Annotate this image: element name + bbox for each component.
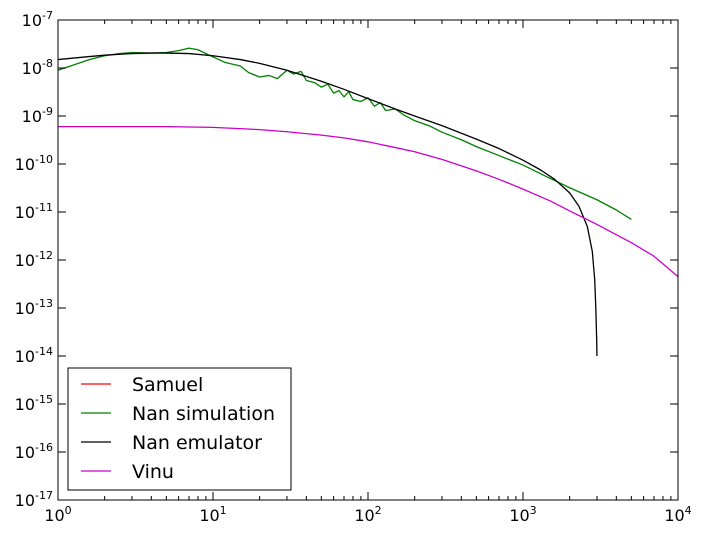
series-line-nan-emulator bbox=[58, 52, 598, 357]
y-tick-exponent: -11 bbox=[35, 201, 53, 214]
y-tick-label: 10-17 bbox=[15, 489, 53, 510]
y-tick-label: 10-7 bbox=[22, 9, 53, 30]
x-tick-exponent: 3 bbox=[530, 504, 537, 517]
x-tick-exponent: 4 bbox=[685, 504, 692, 517]
y-tick-exponent: -9 bbox=[42, 105, 53, 118]
x-tick-label: 101 bbox=[199, 504, 226, 525]
y-tick-label: 10-13 bbox=[15, 297, 53, 318]
y-tick-label: 10-8 bbox=[22, 57, 53, 78]
legend-box bbox=[67, 367, 292, 491]
series-line-vinu bbox=[58, 126, 678, 278]
x-tick-label: 102 bbox=[354, 504, 381, 525]
y-tick-base: 10 bbox=[15, 299, 35, 318]
y-tick-exponent: -14 bbox=[35, 345, 53, 358]
x-tick-base: 10 bbox=[664, 506, 684, 525]
x-tick-label: 104 bbox=[664, 504, 691, 525]
y-tick-base: 10 bbox=[15, 155, 35, 174]
legend: Samuel Nan simulation Nan emulator Vinu bbox=[67, 367, 292, 491]
y-tick-label: 10-12 bbox=[15, 249, 53, 270]
x-tick-base: 10 bbox=[199, 506, 219, 525]
y-tick-exponent: -12 bbox=[35, 249, 53, 262]
y-tick-base: 10 bbox=[15, 251, 35, 270]
y-tick-base: 10 bbox=[15, 395, 35, 414]
y-tick-exponent: -15 bbox=[35, 393, 53, 406]
y-tick-exponent: -13 bbox=[35, 297, 53, 310]
legend-label-nan-emulator: Nan emulator bbox=[132, 432, 262, 454]
y-tick-base: 10 bbox=[15, 443, 35, 462]
y-tick-label: 10-14 bbox=[15, 345, 53, 366]
x-tick-label: 100 bbox=[44, 504, 71, 525]
x-tick-label: 103 bbox=[509, 504, 536, 525]
y-tick-exponent: -7 bbox=[42, 9, 53, 22]
series-layer bbox=[58, 47, 678, 357]
x-tick-base: 10 bbox=[509, 506, 529, 525]
y-tick-label: 10-16 bbox=[15, 441, 53, 462]
y-tick-base: 10 bbox=[22, 11, 42, 30]
y-tick-base: 10 bbox=[22, 107, 42, 126]
y-tick-base: 10 bbox=[15, 347, 35, 366]
legend-label-samuel: Samuel bbox=[132, 374, 203, 396]
x-tick-base: 10 bbox=[44, 506, 64, 525]
y-tick-label: 10-10 bbox=[15, 153, 53, 174]
x-tick-exponent: 0 bbox=[65, 504, 72, 517]
y-tick-exponent: -10 bbox=[35, 153, 53, 166]
y-tick-base: 10 bbox=[15, 203, 35, 222]
y-tick-exponent: -16 bbox=[35, 441, 53, 454]
y-tick-exponent: -8 bbox=[42, 57, 53, 70]
legend-label-nan-simulation: Nan simulation bbox=[132, 403, 275, 425]
legend-label-vinu: Vinu bbox=[132, 461, 174, 483]
axis-ticks: 100 101 102 103 10410-710-810-910-1010-1110-… bbox=[15, 9, 692, 525]
y-tick-label: 10-9 bbox=[22, 105, 53, 126]
y-tick-label: 10-15 bbox=[15, 393, 53, 414]
y-tick-base: 10 bbox=[15, 491, 35, 510]
y-tick-label: 10-11 bbox=[15, 201, 53, 222]
y-tick-exponent: -17 bbox=[35, 489, 53, 502]
x-tick-exponent: 1 bbox=[220, 504, 227, 517]
y-tick-base: 10 bbox=[22, 59, 42, 78]
x-tick-base: 10 bbox=[354, 506, 374, 525]
x-tick-exponent: 2 bbox=[375, 504, 382, 517]
